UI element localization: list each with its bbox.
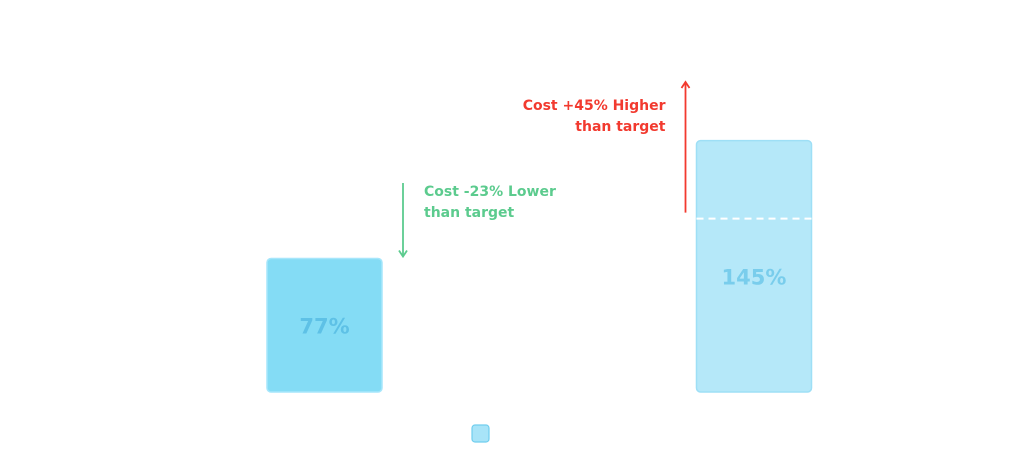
annotation-lower-line: Cost -23% Lower <box>424 184 556 200</box>
bar-group: 145% <box>695 139 813 393</box>
annotation-lower-line: than target <box>424 205 515 221</box>
annotation-higher-line: Cost +45% Higher <box>523 98 666 114</box>
legend <box>471 424 490 443</box>
bar-lower <box>266 257 383 393</box>
annotation-higher-line: than target <box>575 119 666 135</box>
arrow-up-head <box>680 80 691 89</box>
bar-higher <box>695 139 813 393</box>
legend-swatch[interactable] <box>471 424 490 443</box>
bar-value-label: 77% <box>299 314 349 338</box>
annotation-lower: Cost -23% Lower than target <box>398 183 556 259</box>
bar-value-label: 145% <box>722 266 787 290</box>
bar-group: 77% <box>266 257 383 393</box>
annotation-higher: Cost +45% Higher than target <box>523 80 691 213</box>
arrow-down-head <box>398 250 408 259</box>
bars-layer: 77% 145% <box>266 139 813 393</box>
